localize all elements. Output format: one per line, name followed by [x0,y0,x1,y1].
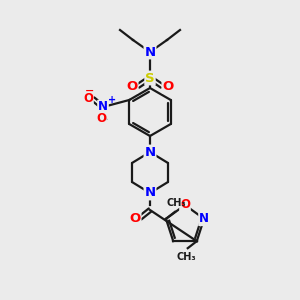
Text: N: N [144,187,156,200]
Text: O: O [162,80,174,92]
Text: N: N [144,46,156,59]
Text: S: S [145,71,155,85]
Text: N: N [144,146,156,158]
Text: −: − [85,86,94,96]
Text: +: + [108,95,116,105]
Text: O: O [180,199,190,212]
Text: CH₃: CH₃ [166,198,186,208]
Text: O: O [129,212,141,224]
Text: O: O [126,80,138,92]
Text: O: O [83,92,93,106]
Text: O: O [96,112,106,125]
Text: CH₃: CH₃ [177,252,197,262]
Text: N: N [98,100,108,113]
Text: N: N [199,212,209,225]
